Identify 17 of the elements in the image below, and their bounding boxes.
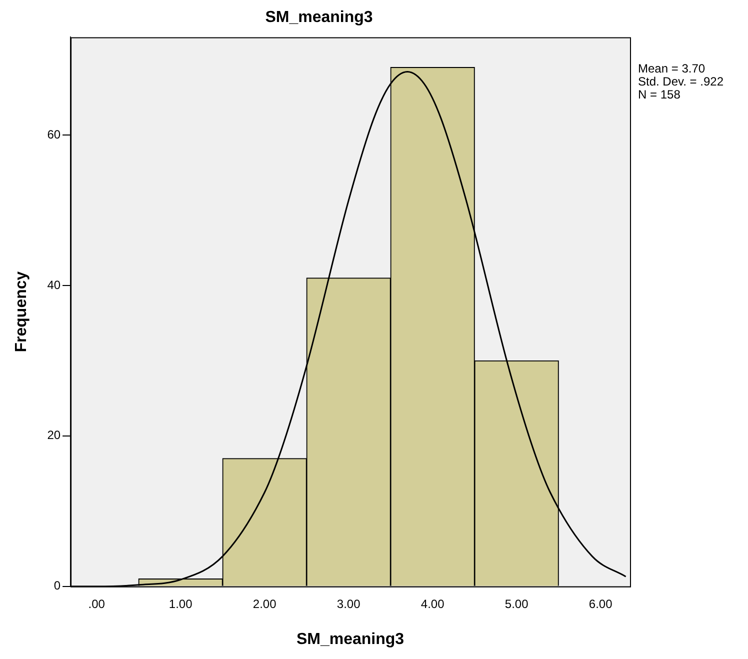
x-axis-title: SM_meaning3 [296,630,404,648]
x-tick-label: .00 [88,596,106,611]
y-tick-label: 20 [47,428,61,442]
y-tick-label: 40 [47,278,61,292]
x-tick-label: 1.00 [168,596,193,611]
text: Mean = 3.70 [638,62,706,76]
chart-title: SM_meaning3 [265,9,373,26]
x-tick-label: 6.00 [588,596,613,611]
text: N = 158 [638,88,681,102]
y-tick-label: 60 [47,127,61,142]
x-tick-label: 4.00 [420,596,445,611]
x-tick-label: 3.00 [336,596,361,611]
x-tick-label: 5.00 [504,596,529,611]
y-tick-label: 0 [54,578,61,593]
y-axis-title: Frequency [13,271,30,352]
x-tick-label: 2.00 [252,596,277,611]
text: Std. Dev. = .922 [638,74,724,89]
